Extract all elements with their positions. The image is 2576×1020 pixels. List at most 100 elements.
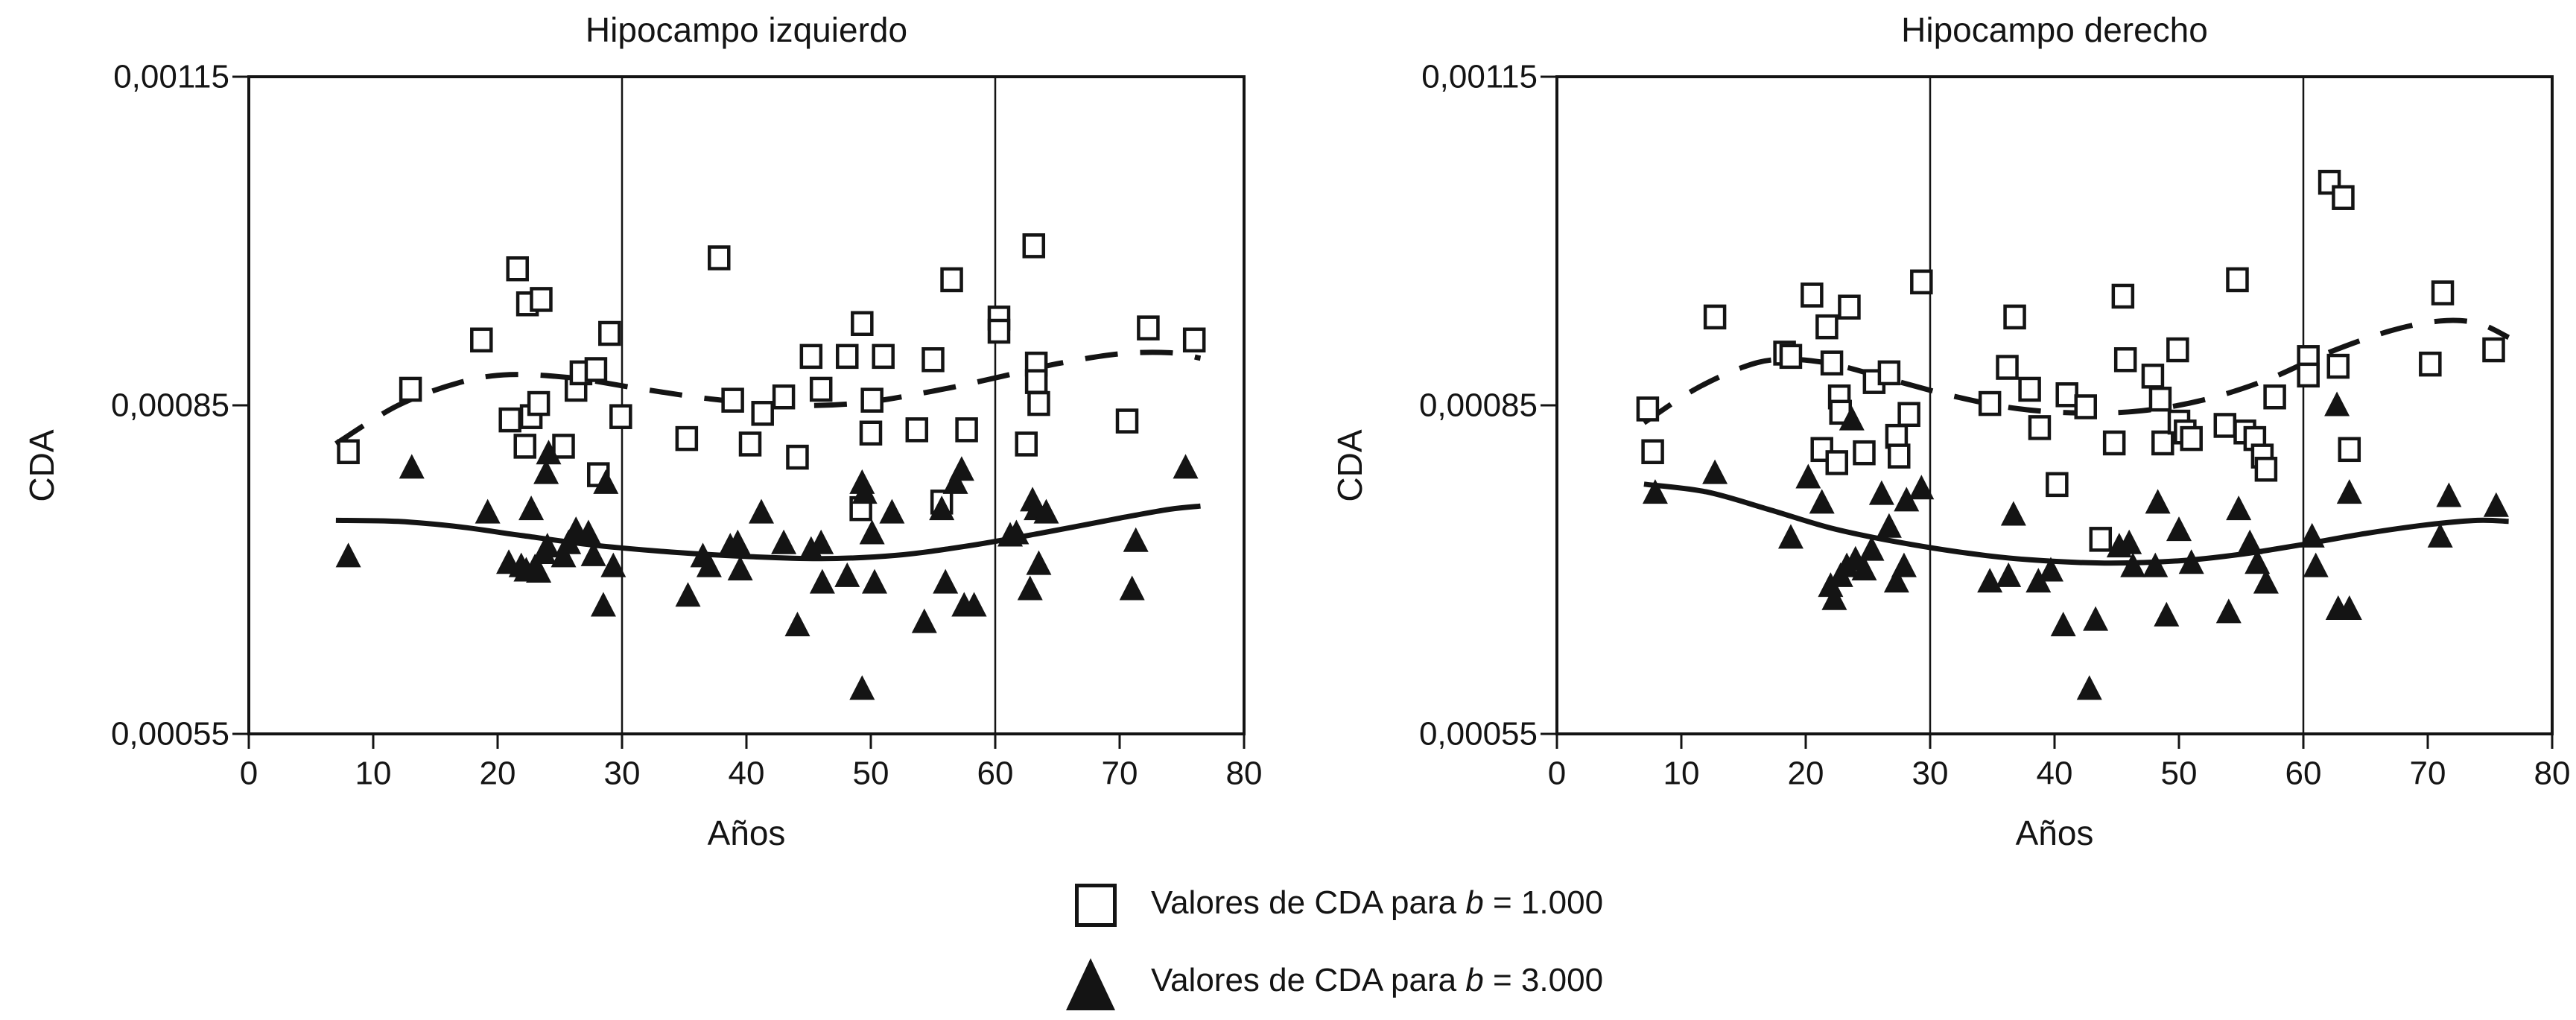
triangle-marker (929, 495, 955, 521)
triangle-marker (2483, 492, 2509, 517)
triangle-marker (749, 498, 775, 524)
x-tick-label: 10 (355, 756, 392, 792)
y-tick-label: 0,00115 (1421, 59, 1538, 95)
square-marker (772, 384, 796, 410)
trend-line-solid (335, 503, 1201, 562)
square-marker (1815, 314, 1839, 340)
legend-label-suffix: = 1.000 (1483, 884, 1604, 921)
square-marker (1022, 233, 1046, 259)
legend-label-prefix: Valores de CDA para (1151, 962, 1466, 998)
square-marker (2151, 430, 2174, 456)
square-marker (751, 401, 774, 426)
square-marker (527, 390, 551, 416)
square-marker (1877, 360, 1901, 386)
square-marker (2213, 413, 2237, 438)
square-marker (2263, 384, 2286, 410)
square-marker (1820, 350, 1844, 376)
right-y-axis-title: CDA (1330, 429, 1369, 502)
square-marker (1853, 440, 1876, 466)
y-tick-label: 0,00115 (113, 59, 229, 95)
triangle-marker (399, 454, 425, 479)
square-marker (1182, 327, 1206, 353)
square-marker (2482, 337, 2505, 363)
x-tick-label: 10 (1663, 756, 1700, 792)
square-marker (1838, 294, 1861, 320)
triangle-marker (1883, 568, 1909, 593)
triangle-marker (1894, 487, 1920, 512)
square-marker (1024, 369, 1048, 394)
triangle-marker (1026, 550, 1052, 575)
triangle-marker (590, 592, 616, 617)
triangle-marker (834, 562, 860, 587)
triangle-marker (575, 519, 601, 545)
triangle-marker (1173, 454, 1199, 479)
x-tick-label: 40 (2037, 756, 2073, 792)
square-marker (2003, 304, 2026, 330)
triangle-marker (2120, 552, 2146, 577)
x-tick-label: 0 (1548, 756, 1566, 792)
x-tick-label: 50 (2161, 756, 2198, 792)
square-marker (552, 434, 575, 459)
square-marker (2141, 364, 2165, 389)
triangle-marker (933, 568, 959, 594)
square-marker (859, 420, 883, 446)
square-marker (1885, 423, 1909, 449)
triangle-marker (556, 529, 582, 554)
triangle-marker (2253, 568, 2279, 594)
square-marker (955, 417, 978, 443)
x-tick-label: 80 (1226, 756, 1263, 792)
y-tick-label: 0,00055 (111, 716, 229, 753)
y-tick-label: 0,00085 (1419, 387, 1538, 424)
triangle-marker (911, 608, 937, 633)
triangle-marker (1003, 519, 1030, 545)
square-marker (2431, 280, 2455, 305)
square-marker (2113, 347, 2137, 373)
triangle-marker (1851, 556, 1877, 581)
triangle-marker (2336, 479, 2362, 504)
y-tick-label: 0,00055 (1419, 716, 1538, 753)
square-marker (2419, 351, 2442, 377)
triangle-marker (859, 519, 885, 545)
square-marker (470, 327, 493, 353)
legend-label-variable: b (1465, 884, 1484, 921)
x-tick-label: 60 (977, 756, 1014, 792)
triangle-marker (851, 479, 878, 504)
x-tick-label: 20 (480, 756, 516, 792)
triangle-marker (2303, 552, 2329, 577)
triangle-marker (808, 529, 834, 554)
square-marker (506, 256, 529, 282)
triangle-marker (518, 495, 545, 521)
x-tick-label: 0 (240, 756, 258, 792)
triangle-marker (2226, 495, 2252, 521)
triangle-marker (1795, 463, 1821, 489)
triangle-marker (696, 552, 722, 577)
triangle-marker (580, 541, 606, 566)
triangle-marker (798, 536, 824, 561)
square-marker (2074, 394, 2097, 419)
triangle-marker (593, 469, 619, 494)
legend-label-suffix: = 3.000 (1483, 962, 1604, 998)
square-marker (399, 376, 422, 402)
triangle-marker (551, 542, 577, 568)
square-marker (1910, 269, 1933, 295)
triangle-marker (1868, 480, 1894, 505)
triangle-marker (1017, 575, 1043, 601)
triangle-marker (2025, 568, 2052, 593)
square-marker (786, 444, 809, 470)
triangle-marker (2245, 549, 2271, 574)
triangle-marker (2000, 501, 2026, 526)
square-marker (2028, 415, 2052, 440)
square-marker (1027, 390, 1050, 416)
square-marker (799, 343, 823, 370)
triangle-marker (2076, 675, 2102, 700)
square-marker (2338, 437, 2361, 463)
square-marker (721, 387, 744, 413)
x-tick-label: 20 (1788, 756, 1824, 792)
triangle-marker (862, 568, 888, 594)
square-marker (2226, 267, 2249, 293)
triangle-marker (879, 498, 905, 524)
square-marker (337, 439, 360, 464)
square-marker (2166, 337, 2189, 363)
legend-label-b3000: Valores de CDA para b = 3.000 (1151, 960, 1603, 1001)
